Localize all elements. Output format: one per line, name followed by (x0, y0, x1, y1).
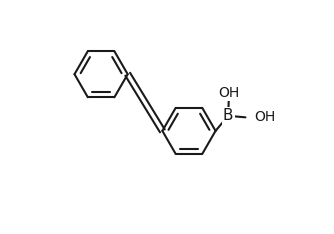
Text: OH: OH (218, 86, 239, 100)
Text: B: B (223, 108, 233, 123)
Text: OH: OH (254, 110, 276, 124)
